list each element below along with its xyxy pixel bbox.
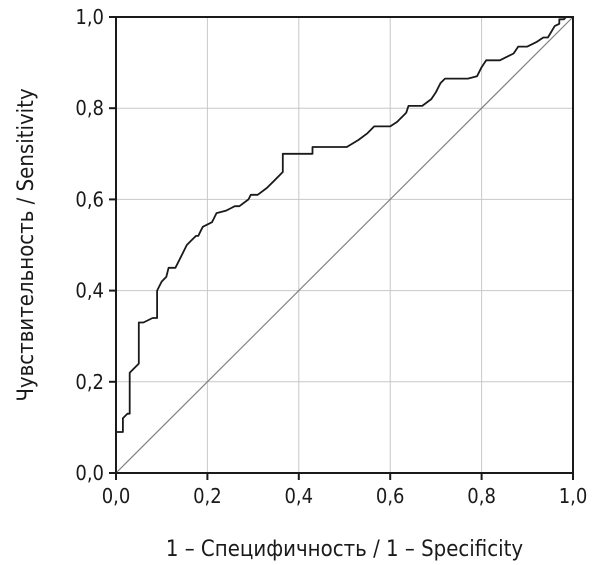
x-axis-ticks: 0,0 0,2 0,4 0,6 0,8 1,0: [102, 473, 588, 508]
roc-curve-line: [115, 16, 573, 473]
roc-curve: [115, 16, 573, 473]
y-tick-label: 0,4: [75, 279, 104, 303]
x-tick-label: 0,2: [193, 484, 222, 508]
y-tick-label: 1,0: [75, 5, 104, 29]
reference-diagonal-line: [115, 16, 574, 474]
grid-lines: [116, 17, 573, 473]
y-tick-label: 0,0: [75, 461, 104, 485]
reference-diagonal: [115, 16, 574, 474]
y-axis-ticks: 0,0 0,2 0,4 0,6 0,8 1,0: [75, 5, 116, 485]
plot-frame: [115, 16, 574, 474]
x-tick-label: 1,0: [559, 484, 588, 508]
x-tick-label: 0,8: [467, 484, 496, 508]
x-tick-label: 0,6: [376, 484, 405, 508]
y-tick-label: 0,8: [75, 96, 104, 120]
y-axis-title: Чувствительность / Sensitivity: [14, 88, 39, 402]
x-axis-title: 1 – Специфичность / 1 – Specificity: [166, 537, 524, 562]
x-tick-label: 0,0: [102, 484, 131, 508]
x-tick-label: 0,4: [284, 484, 313, 508]
y-tick-label: 0,2: [75, 370, 104, 394]
y-tick-label: 0,6: [75, 187, 104, 211]
